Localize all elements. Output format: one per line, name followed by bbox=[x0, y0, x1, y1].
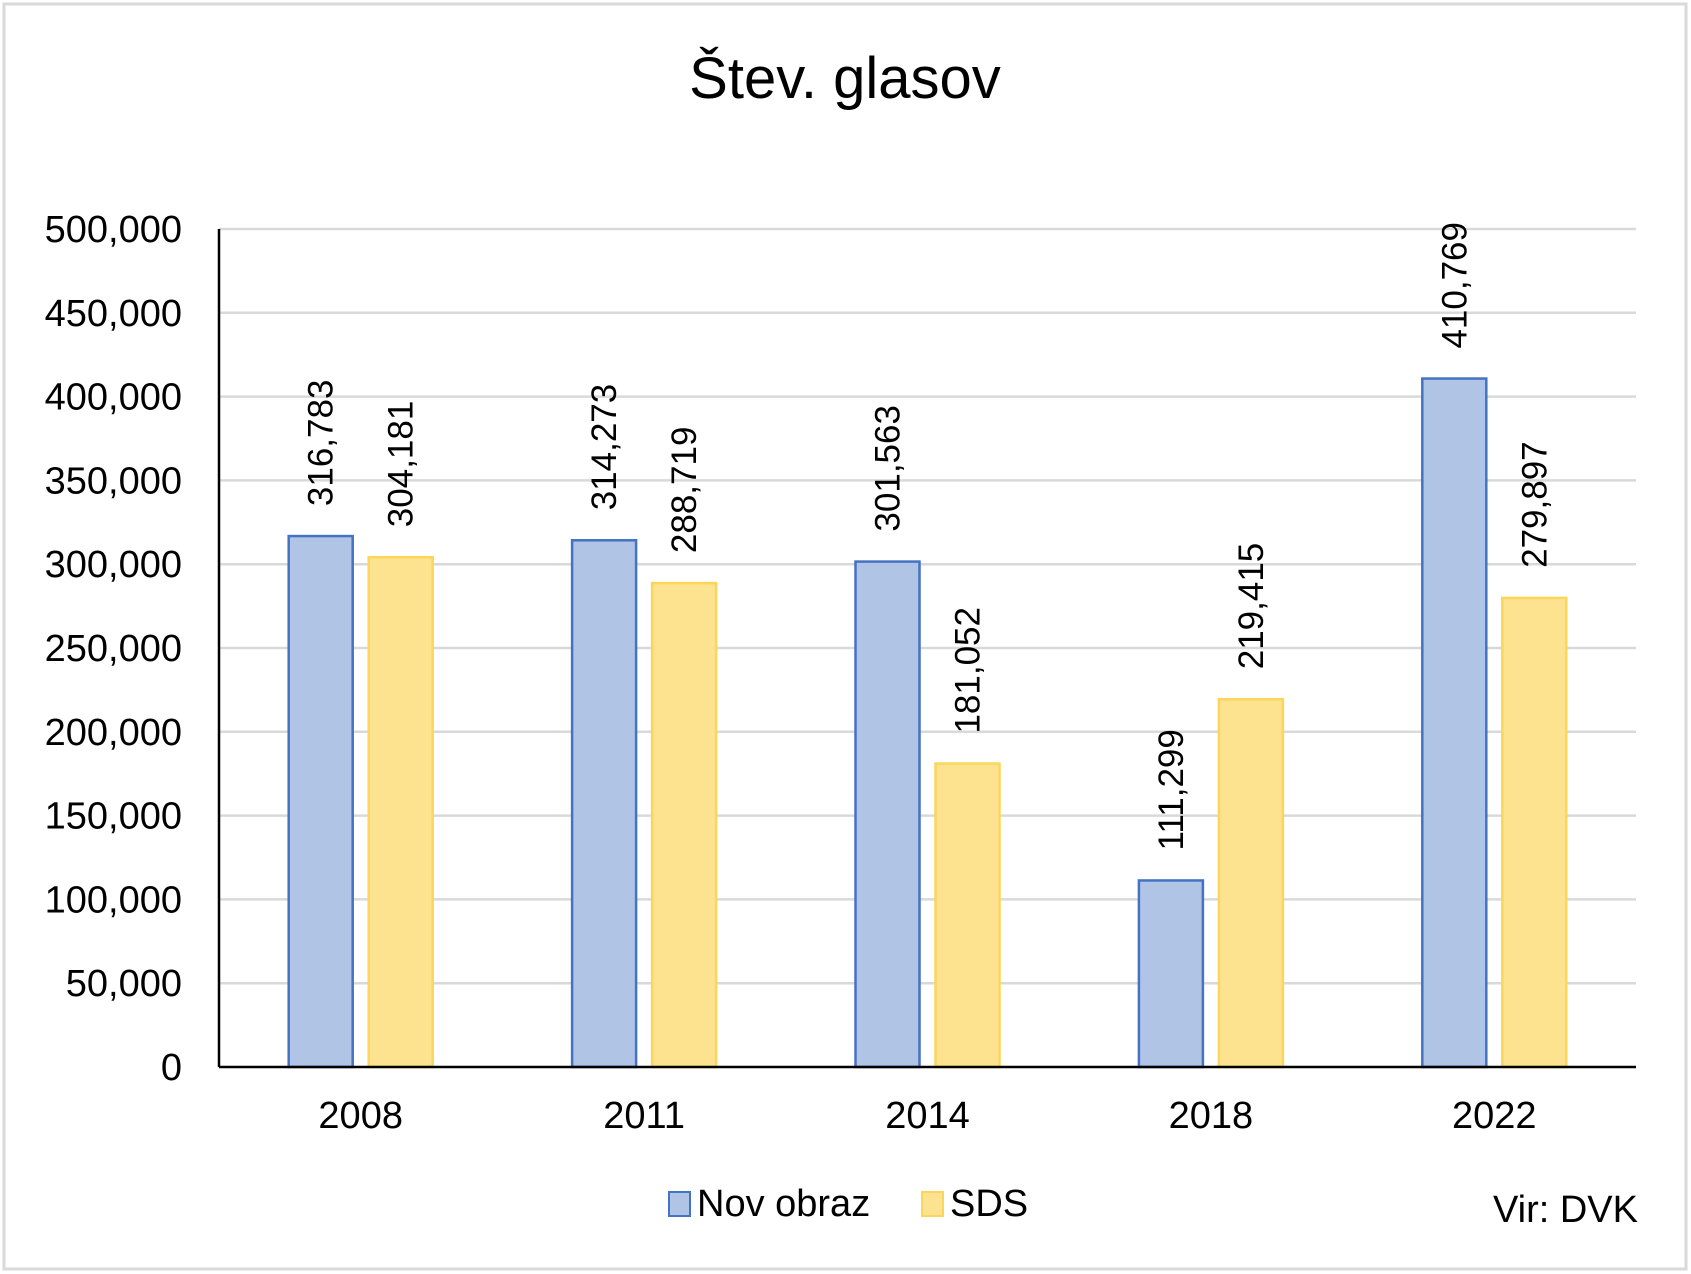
y-tick-label: 500,000 bbox=[45, 209, 182, 251]
legend: Nov obraz SDS bbox=[668, 1183, 1028, 1225]
bar-nov-obraz-2014 bbox=[854, 560, 921, 1069]
data-label: 410,769 bbox=[1435, 222, 1474, 349]
data-label: 301,563 bbox=[869, 405, 908, 532]
y-tick-label: 350,000 bbox=[45, 460, 182, 502]
bar-sds-2018 bbox=[1217, 698, 1285, 1069]
bar-nov-obraz-2008 bbox=[287, 534, 354, 1069]
y-tick-label: 250,000 bbox=[45, 628, 182, 670]
data-label: 316,783 bbox=[302, 380, 341, 507]
data-label: 219,415 bbox=[1232, 543, 1271, 670]
y-tick-label: 100,000 bbox=[45, 879, 182, 921]
y-tick-label: 450,000 bbox=[45, 293, 182, 335]
data-label: 314,273 bbox=[585, 384, 624, 511]
y-tick-label: 300,000 bbox=[45, 544, 182, 586]
chart-title: Štev. glasov bbox=[689, 46, 1001, 111]
data-label: 279,897 bbox=[1515, 441, 1554, 568]
source-note: Vir: DVK bbox=[1493, 1189, 1638, 1231]
legend-label-nov-obraz: Nov obraz bbox=[697, 1183, 870, 1225]
bars bbox=[287, 377, 1568, 1069]
x-axis-ticks: 2008 2011 2014 2018 2022 bbox=[318, 1095, 1536, 1137]
bar-sds-2011 bbox=[650, 581, 718, 1069]
legend-swatch-sds bbox=[921, 1191, 944, 1217]
bar-sds-2022 bbox=[1501, 596, 1568, 1069]
bar-sds-2014 bbox=[934, 762, 1001, 1069]
gridlines bbox=[219, 227, 1636, 985]
bar-nov-obraz-2022 bbox=[1421, 377, 1488, 1069]
data-label: 288,719 bbox=[665, 427, 704, 554]
data-label: 181,052 bbox=[949, 607, 988, 734]
legend-swatch-nov-obraz bbox=[668, 1191, 691, 1217]
y-tick-label: 400,000 bbox=[45, 377, 182, 419]
y-axis-ticks: 0 50,000 100,000 150,000 200,000 250,000 300,0… bbox=[45, 209, 182, 1089]
data-label: 111,299 bbox=[1152, 729, 1191, 850]
data-label: 304,181 bbox=[382, 401, 421, 528]
x-tick-label: 2022 bbox=[1452, 1095, 1537, 1137]
bar-sds-2008 bbox=[367, 555, 434, 1069]
y-tick-label: 150,000 bbox=[45, 796, 182, 838]
x-tick-label: 2008 bbox=[318, 1095, 403, 1137]
y-tick-label: 50,000 bbox=[66, 963, 182, 1005]
x-tick-label: 2014 bbox=[885, 1095, 970, 1137]
y-tick-label: 200,000 bbox=[45, 712, 182, 754]
data-labels: 316,783 304,181 314,273 288,719 301,563 181,0… bbox=[302, 222, 1555, 850]
bar-nov-obraz-2018 bbox=[1137, 879, 1205, 1069]
x-tick-label: 2018 bbox=[1169, 1095, 1254, 1137]
legend-label-sds: SDS bbox=[950, 1183, 1028, 1225]
bar-nov-obraz-2011 bbox=[570, 539, 638, 1069]
y-tick-label: 0 bbox=[161, 1047, 182, 1089]
x-tick-label: 2011 bbox=[603, 1095, 685, 1137]
